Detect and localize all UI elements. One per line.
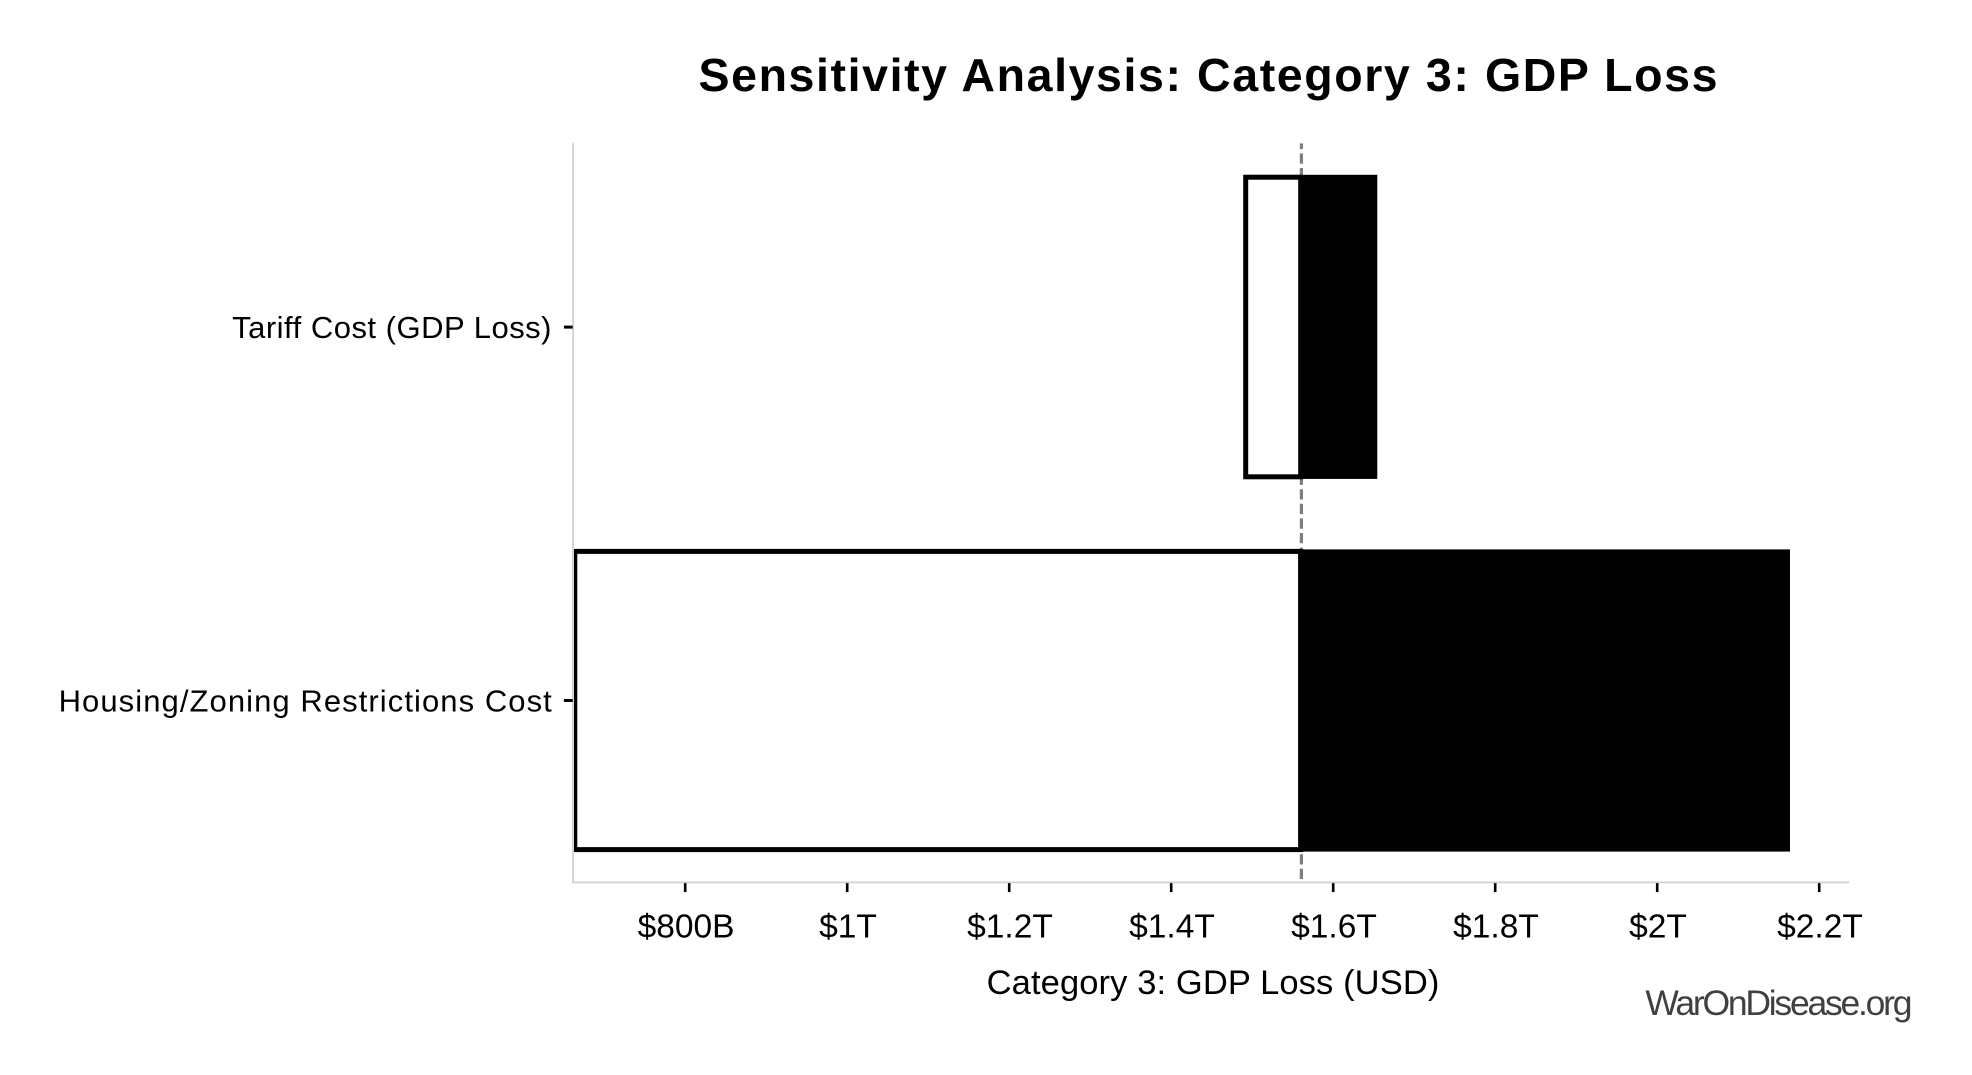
svg-text:Tariff Cost (GDP Loss): Tariff Cost (GDP Loss) — [232, 310, 551, 345]
svg-text:$2T: $2T — [1629, 908, 1687, 945]
svg-text:$2.2T: $2.2T — [1777, 908, 1863, 945]
svg-text:Housing/Zoning Restrictions Co: Housing/Zoning Restrictions Cost — [59, 683, 553, 718]
svg-text:$800B: $800B — [638, 908, 735, 945]
svg-text:$1.6T: $1.6T — [1291, 908, 1377, 945]
svg-text:Sensitivity Analysis: Category: Sensitivity Analysis: Category 3: GDP Lo… — [699, 49, 1718, 101]
svg-text:$1.2T: $1.2T — [967, 908, 1053, 945]
svg-text:$1T: $1T — [819, 908, 877, 945]
svg-text:$1.8T: $1.8T — [1453, 908, 1539, 945]
svg-text:$1.4T: $1.4T — [1129, 908, 1215, 945]
svg-text:WarOnDisease.org: WarOnDisease.org — [1645, 983, 1912, 1023]
svg-text:Category 3: GDP Loss (USD): Category 3: GDP Loss (USD) — [987, 964, 1440, 1002]
